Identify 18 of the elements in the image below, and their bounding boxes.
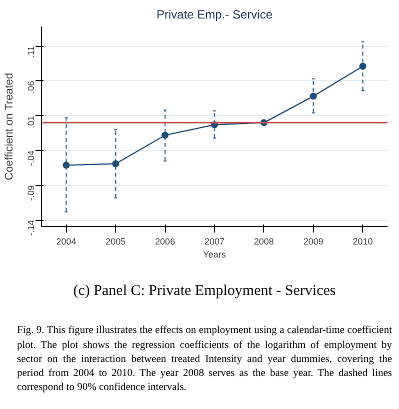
y-tick-label: -.09 xyxy=(26,185,36,201)
x-tick-label: 2010 xyxy=(352,236,373,246)
caption: Fig. 9. This figure illustrates the effects on employment using a calendar-time coefficient plot. The plot shows the regression coefficients of the logarithm of employment by sector on the interaction between treated Intensity and year dummies, covering the period from 2004 to 2010. The year 2008 serves as the base year. The dashed lines correspond to 90% confidence intervals. xyxy=(17,324,392,396)
x-tick-label: 2007 xyxy=(204,236,225,246)
y-axis-title: Coefficient on Treated xyxy=(4,72,16,180)
text: (c) Panel C: Private Employment - Services xyxy=(72,282,337,301)
x-tick-label: 2004 xyxy=(56,236,76,246)
x-tick-label: 2005 xyxy=(106,236,126,246)
x-tick-label: 2009 xyxy=(303,236,324,246)
x-axis-title: Years xyxy=(203,250,226,260)
y-tick-label: .01 xyxy=(26,116,36,128)
y-tick-label: -.14 xyxy=(26,220,36,236)
y-tick-label: .11 xyxy=(26,46,36,58)
x-tick-label: 2008 xyxy=(254,236,274,246)
x-tick-label: 2006 xyxy=(155,236,176,246)
y-tick-label: -.04 xyxy=(26,150,36,166)
chart-title: Private Emp.- Service xyxy=(156,8,273,22)
y-tick-label: .06 xyxy=(26,80,36,94)
